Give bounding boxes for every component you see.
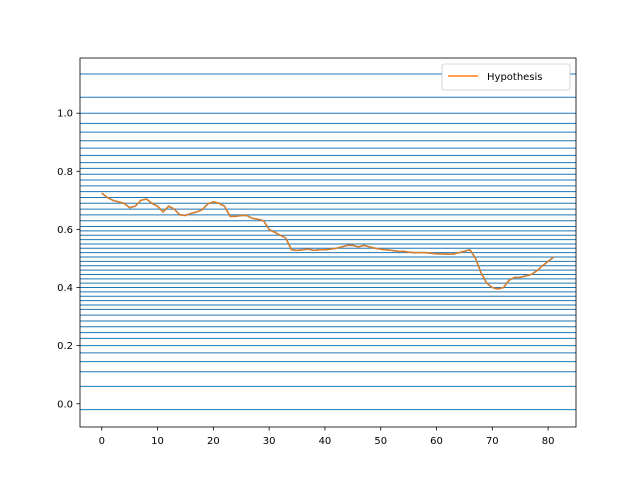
y-tick-label-2: 0.4: [57, 283, 73, 294]
x-axis: 0 10 20 30 40 50 60 70 80: [99, 427, 555, 447]
legend-box: [441, 63, 571, 91]
x-tick-label-6: 60: [430, 436, 443, 447]
y-tick-label-0: 0.0: [57, 399, 73, 410]
x-tick-label-7: 70: [486, 436, 499, 447]
x-tick-label-0: 0: [99, 436, 105, 447]
horizontal-lines: [80, 73, 576, 411]
y-tick-label-1: 0.2: [57, 341, 73, 352]
y-tick-label-4: 0.8: [57, 167, 73, 178]
y-tick-label-5: 1.0: [57, 109, 73, 120]
x-tick-label-2: 20: [207, 436, 220, 447]
y-tick-label-3: 0.6: [57, 225, 73, 236]
legend: Hypothesis: [441, 63, 571, 91]
y-axis: 0.0 0.2 0.4 0.6 0.8 1.0: [57, 109, 80, 410]
series-lines: [101, 192, 555, 290]
legend-label-hypothesis: Hypothesis: [487, 72, 543, 83]
x-tick-label-5: 50: [374, 436, 387, 447]
x-tick-label-3: 30: [263, 436, 276, 447]
x-tick-label-8: 80: [542, 436, 555, 447]
plot-area: [80, 58, 576, 427]
series-line-0: [101, 192, 555, 290]
x-tick-label-4: 40: [319, 436, 332, 447]
plot-frame: [79, 57, 577, 428]
x-tick-label-1: 10: [151, 436, 164, 447]
